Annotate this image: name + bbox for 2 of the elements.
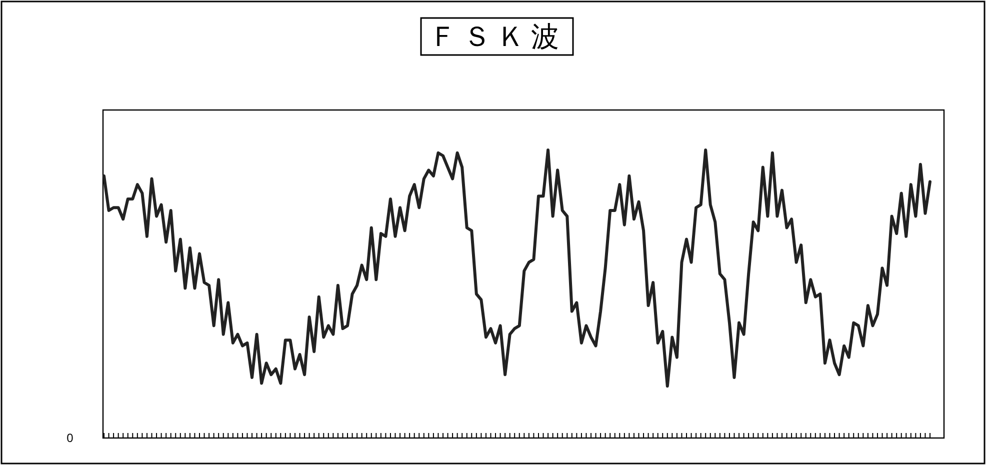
chart-title: ＦＳＫ波 [429,20,565,53]
text: 0 [66,431,74,445]
